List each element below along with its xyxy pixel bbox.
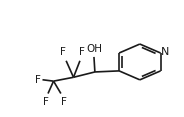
Text: F: F: [79, 47, 85, 57]
Text: F: F: [61, 97, 67, 107]
Text: F: F: [43, 97, 49, 107]
Text: OH: OH: [86, 44, 102, 54]
Text: F: F: [35, 75, 41, 85]
Text: F: F: [60, 47, 66, 57]
Text: N: N: [161, 47, 169, 57]
